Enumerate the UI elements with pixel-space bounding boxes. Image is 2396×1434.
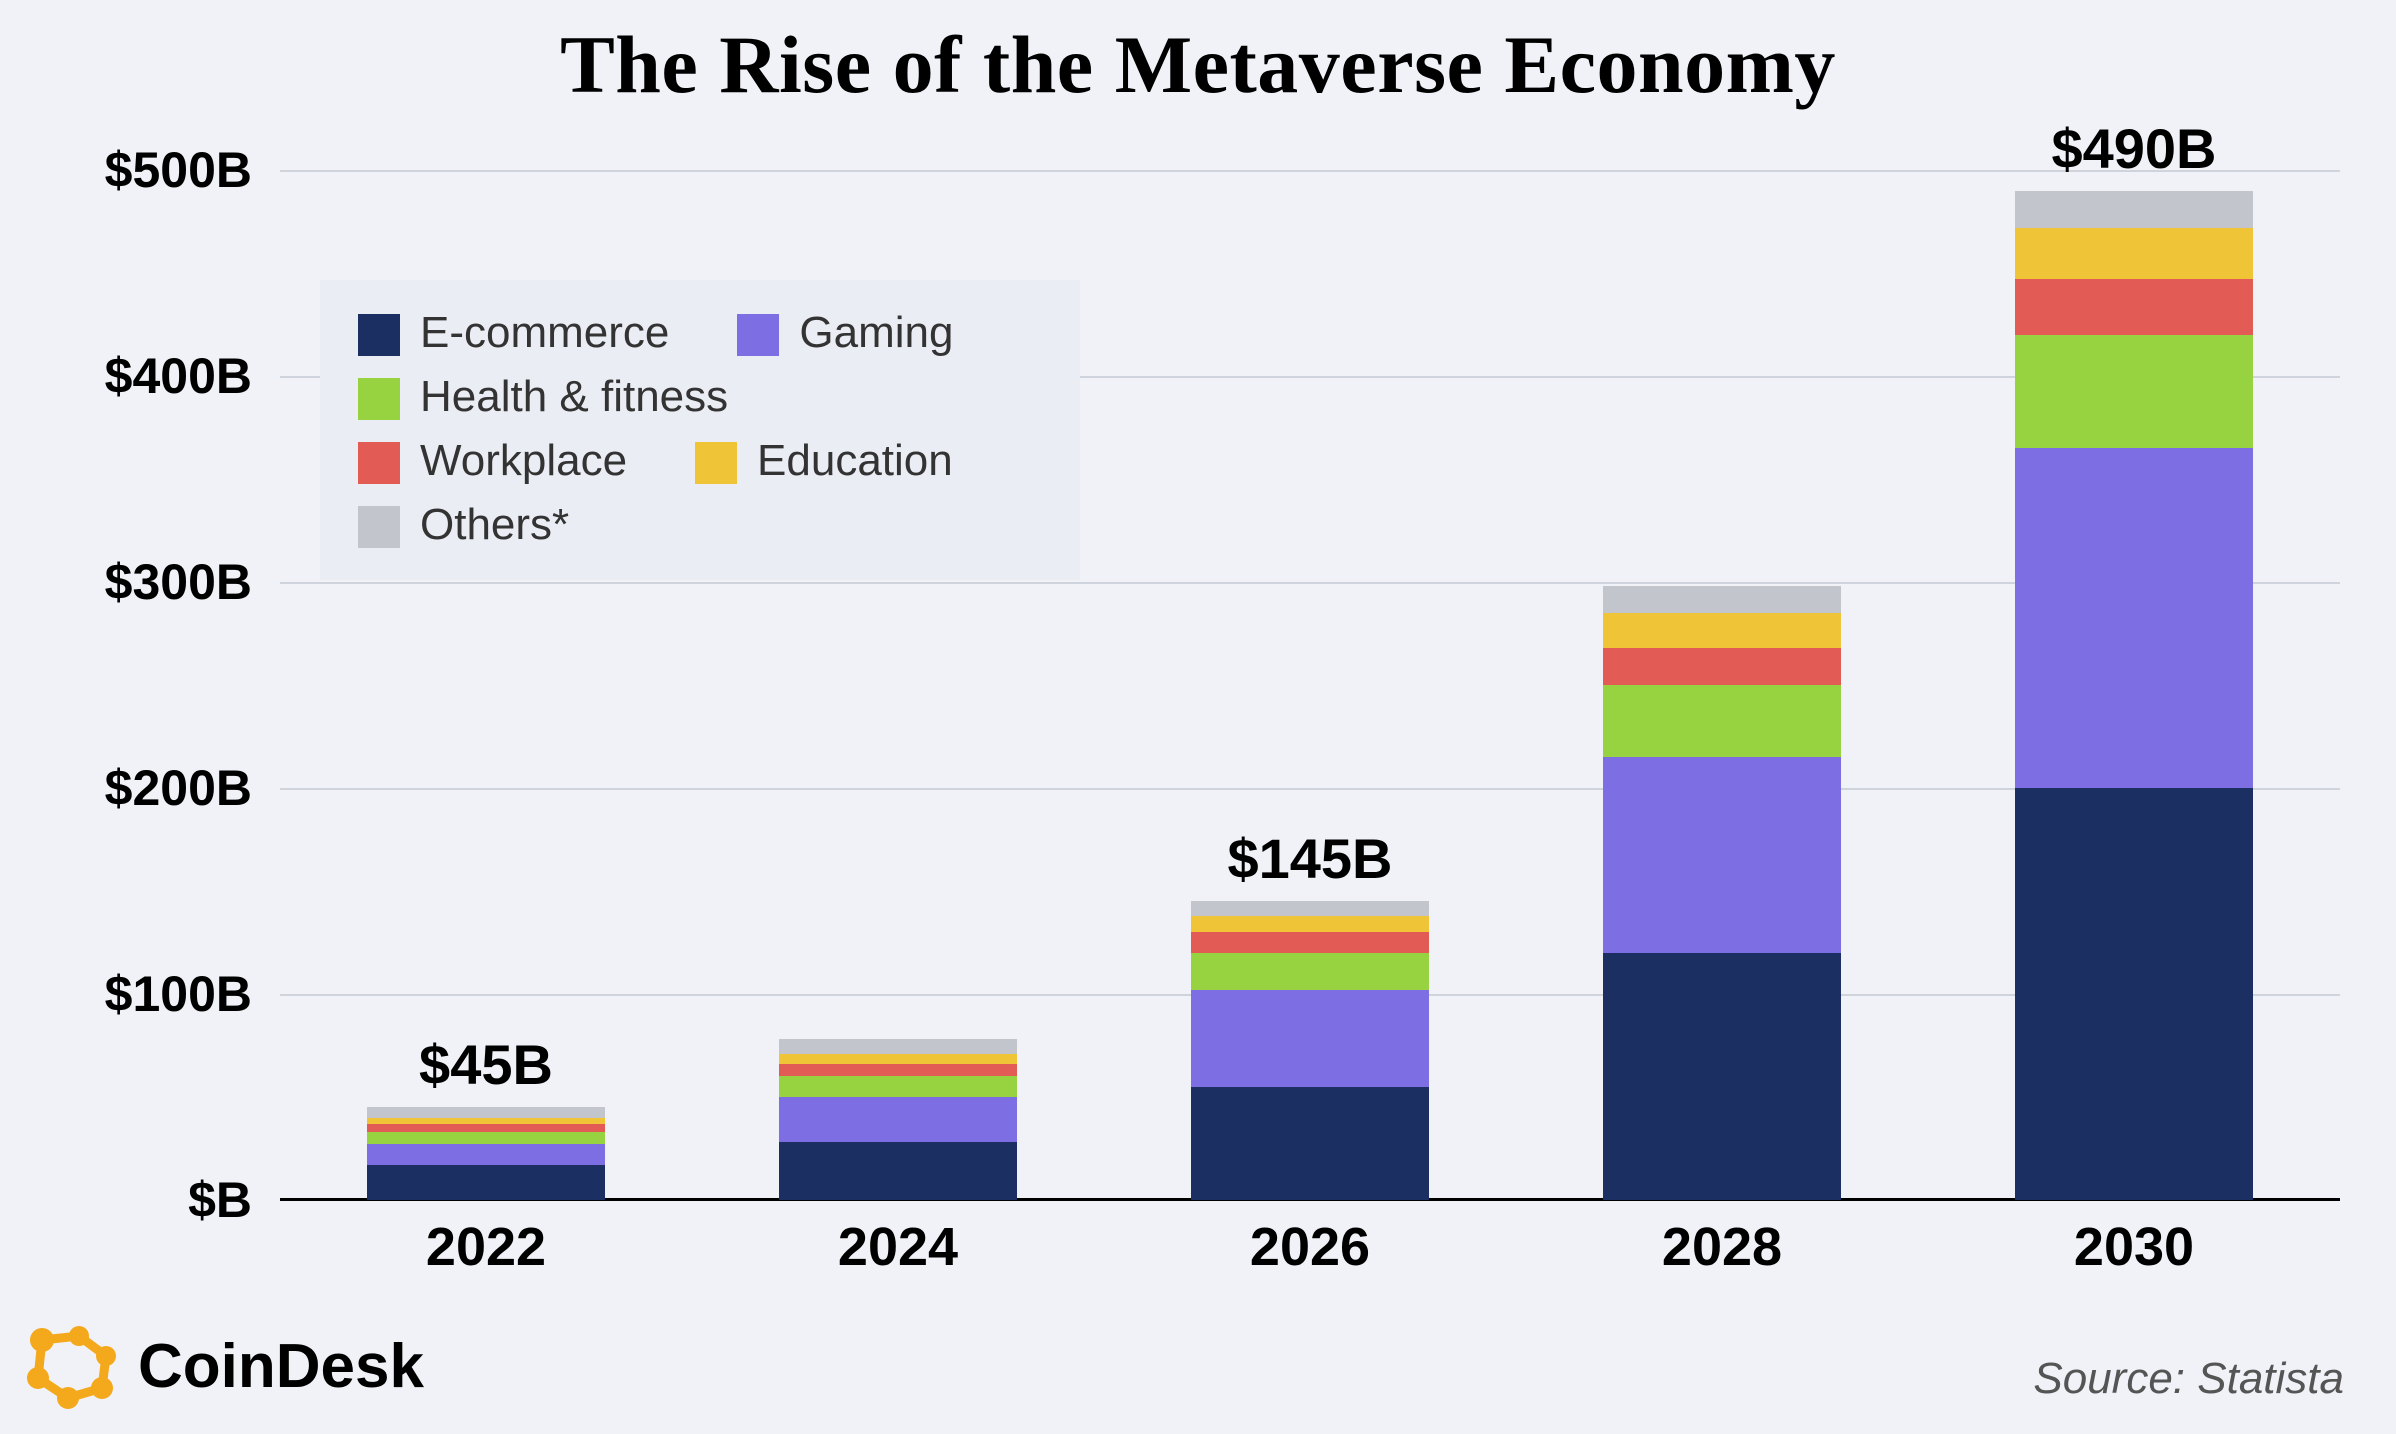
gridline	[280, 170, 2340, 172]
bar-segment-workplace	[1603, 648, 1842, 685]
x-tick-label: 2022	[426, 1200, 546, 1278]
coindesk-icon	[24, 1322, 120, 1410]
figure: The Rise of the Metaverse Economy $B $100…	[0, 0, 2396, 1434]
brand-name: CoinDesk	[138, 1331, 424, 1402]
bar-segment-ecommerce	[367, 1165, 606, 1200]
bar-total-label: $145B	[1227, 826, 1392, 901]
legend-label: Education	[757, 436, 953, 486]
bar-segment-health	[367, 1132, 606, 1144]
bar-total-label: $490B	[2051, 116, 2216, 191]
legend-swatch	[358, 442, 400, 484]
bar-group: $45B	[367, 1107, 606, 1200]
y-tick-label: $400B	[105, 347, 280, 405]
bar-segment-health	[2015, 335, 2254, 448]
bar-segment-others	[1603, 586, 1842, 613]
bar-segment-education	[2015, 228, 2254, 280]
x-tick-label: 2028	[1662, 1200, 1782, 1278]
bar-group	[1603, 586, 1842, 1200]
legend-label: E-commerce	[420, 308, 669, 358]
y-tick-label: $300B	[105, 553, 280, 611]
bar-segment-education	[1191, 916, 1430, 932]
y-tick-label: $200B	[105, 759, 280, 817]
bar-segment-education	[1603, 613, 1842, 648]
legend-row: Others*	[358, 500, 1042, 550]
y-tick-label: $500B	[105, 141, 280, 199]
bar-segment-gaming	[367, 1144, 606, 1165]
legend-row: Workplace Education	[358, 436, 1042, 486]
bar-segment-education	[367, 1118, 606, 1124]
legend-item-workplace: Workplace	[358, 436, 627, 486]
source-label: Source: Statista	[2033, 1354, 2344, 1404]
legend-swatch	[358, 506, 400, 548]
x-tick-label: 2024	[838, 1200, 958, 1278]
legend-swatch	[695, 442, 737, 484]
bar-group	[779, 1039, 1018, 1200]
legend-item-ecommerce: E-commerce	[358, 308, 669, 358]
legend-swatch	[737, 314, 779, 356]
bar-segment-ecommerce	[2015, 788, 2254, 1200]
bar-segment-gaming	[779, 1097, 1018, 1142]
bar-segment-workplace	[367, 1124, 606, 1132]
bar-segment-others	[779, 1039, 1018, 1053]
bar-segment-workplace	[779, 1064, 1018, 1076]
bar-segment-gaming	[1191, 990, 1430, 1087]
y-tick-label: $B	[188, 1171, 280, 1229]
bar-segment-workplace	[2015, 279, 2254, 335]
bar-segment-ecommerce	[1603, 953, 1842, 1200]
legend-label: Workplace	[420, 436, 627, 486]
chart-title: The Rise of the Metaverse Economy	[0, 18, 2396, 112]
brand: CoinDesk	[24, 1322, 424, 1410]
legend-label: Health & fitness	[420, 372, 728, 422]
bar-group: $145B	[1191, 901, 1430, 1200]
y-tick-label: $100B	[105, 965, 280, 1023]
x-tick-label: 2026	[1250, 1200, 1370, 1278]
bar-segment-health	[1191, 953, 1430, 990]
bar-segment-workplace	[1191, 932, 1430, 953]
bar-segment-gaming	[1603, 757, 1842, 953]
bar-segment-others	[1191, 901, 1430, 915]
legend-swatch	[358, 378, 400, 420]
legend-row: Health & fitness	[358, 372, 1042, 422]
bar-segment-others	[2015, 191, 2254, 228]
bar-group: $490B	[2015, 191, 2254, 1200]
legend-swatch	[358, 314, 400, 356]
bar-total-label: $45B	[419, 1032, 553, 1107]
legend-item-gaming: Gaming	[737, 308, 953, 358]
legend: E-commerce Gaming Health & fitness Workplac…	[320, 280, 1080, 580]
bar-segment-health	[779, 1076, 1018, 1097]
bar-segment-ecommerce	[779, 1142, 1018, 1200]
legend-item-others: Others*	[358, 500, 569, 550]
bar-segment-education	[779, 1054, 1018, 1064]
legend-row: E-commerce Gaming	[358, 308, 1042, 358]
legend-label: Others*	[420, 500, 569, 550]
legend-item-education: Education	[695, 436, 953, 486]
x-tick-label: 2030	[2074, 1200, 2194, 1278]
bar-segment-health	[1603, 685, 1842, 757]
legend-item-health: Health & fitness	[358, 372, 728, 422]
bar-segment-gaming	[2015, 448, 2254, 788]
bar-segment-ecommerce	[1191, 1087, 1430, 1200]
bar-segment-others	[367, 1107, 606, 1117]
legend-label: Gaming	[799, 308, 953, 358]
